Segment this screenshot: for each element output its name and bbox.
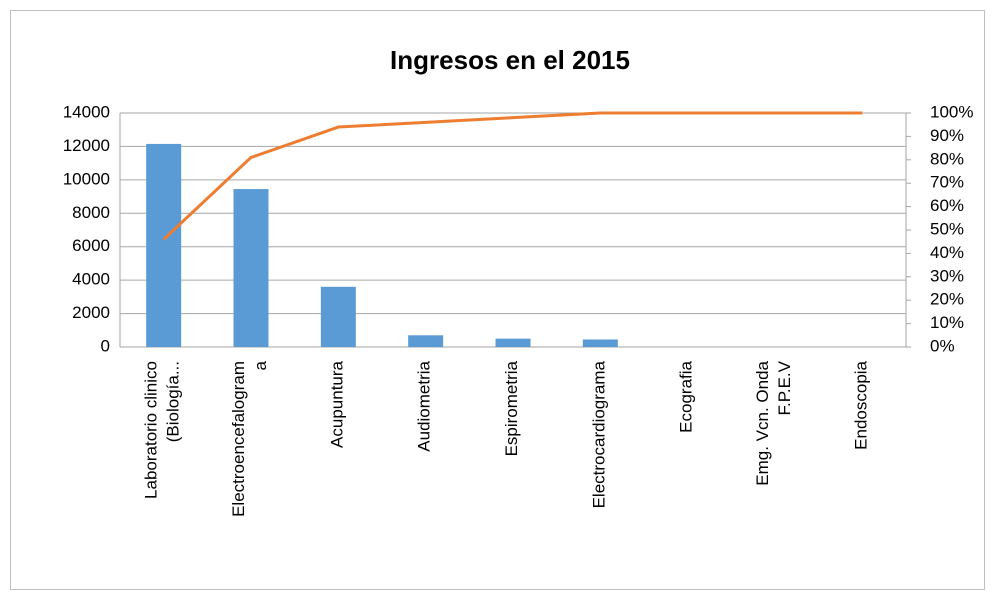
y-tick-label: 12000 <box>63 136 110 155</box>
y2-tick-label: 60% <box>930 196 964 215</box>
x-tick-label: Electrocardiograma <box>590 360 609 508</box>
y-tick-label: 0 <box>101 336 110 355</box>
y2-tick-label: 100% <box>930 102 973 121</box>
x-tick-label: Emg. Vcn. Onda F.P.E.V <box>753 360 794 485</box>
x-tick-label: Audiometria <box>415 360 434 451</box>
y-tick-label: 10000 <box>63 169 110 188</box>
line <box>162 111 863 241</box>
y2-tick-label: 80% <box>930 149 964 168</box>
y-tick-label: 6000 <box>72 236 110 255</box>
bar <box>146 143 182 347</box>
x-tick-label: Espirometria <box>502 360 521 456</box>
y2-tick-label: 20% <box>930 290 964 309</box>
chart-title: Ingresos en el 2015 <box>390 45 630 75</box>
y2-tick-label: 70% <box>930 173 964 192</box>
bar <box>320 286 356 347</box>
y-tick-label: 14000 <box>63 102 110 121</box>
y-tick-label: 8000 <box>72 203 110 222</box>
x-tick-label: Electroencefalogram a <box>229 360 270 516</box>
y2-tick-label: 40% <box>930 243 964 262</box>
bar <box>495 338 531 347</box>
y2-tick-label: 30% <box>930 266 964 285</box>
bar <box>233 189 269 347</box>
y2-tick-label: 90% <box>930 126 964 145</box>
x-tick-label: Acupuntura <box>328 360 347 447</box>
x-tick-label: Ecografia <box>677 360 696 432</box>
y2-tick-label: 10% <box>930 313 964 332</box>
bar <box>408 335 444 347</box>
y-tick-label: 2000 <box>72 303 110 322</box>
y2-tick-label: 0% <box>930 336 955 355</box>
y2-tick-label: 50% <box>930 219 964 238</box>
x-tick-label: Laboratorio clinico (Biología... <box>142 361 183 499</box>
x-tick-label: Endoscopia <box>852 360 871 449</box>
bar <box>582 339 618 347</box>
y-tick-label: 4000 <box>72 270 110 289</box>
